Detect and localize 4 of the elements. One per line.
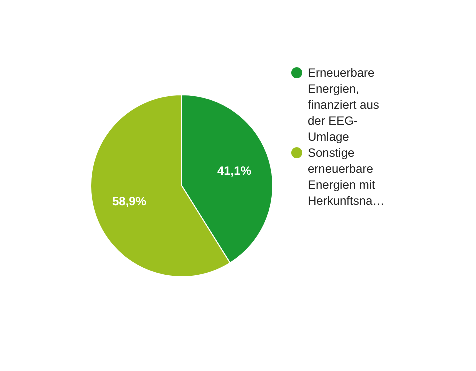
data-label: 58,9%: [112, 194, 147, 208]
legend-label: Erneuerbare Energien, finanziert aus der EEG-Umlage: [308, 66, 380, 144]
legend-label: Sonstige erneuerbare Energien mit Herkunftsna…: [308, 146, 385, 208]
data-label: 41,1%: [217, 164, 252, 178]
